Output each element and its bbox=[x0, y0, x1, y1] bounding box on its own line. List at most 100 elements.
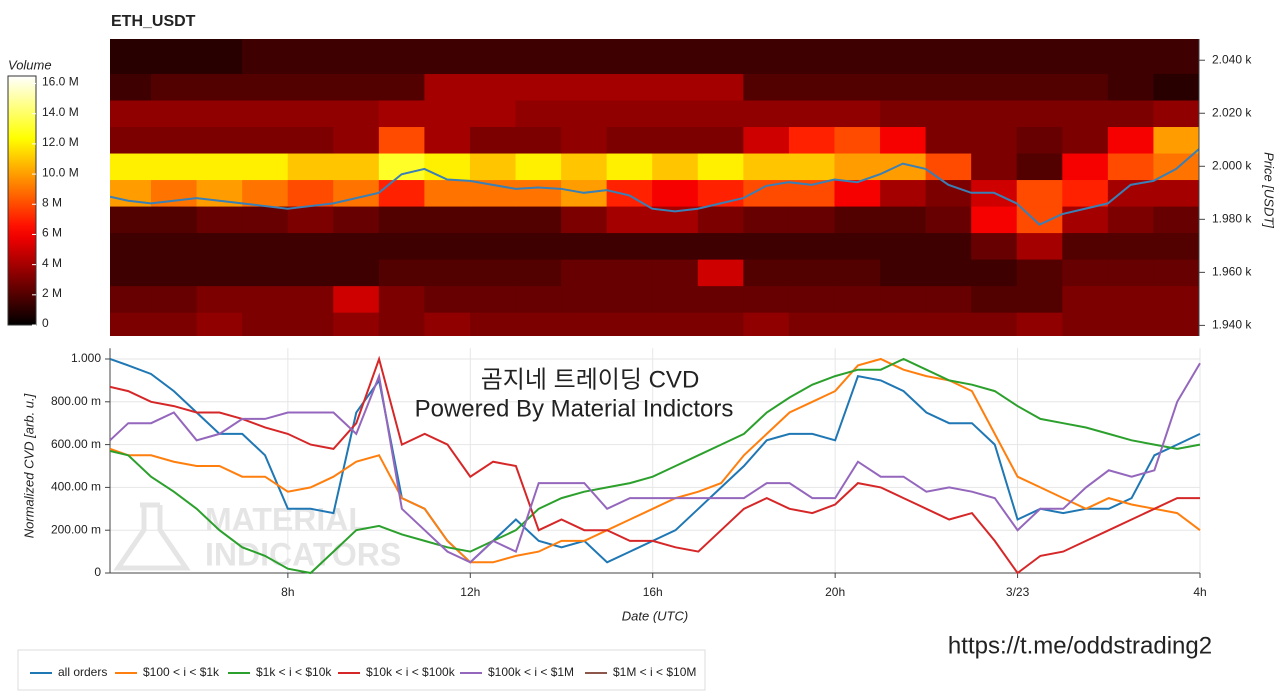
heatmap-cell bbox=[196, 153, 243, 181]
heatmap-cell bbox=[1016, 179, 1063, 207]
heatmap-cell bbox=[788, 126, 835, 154]
heatmap-cell bbox=[743, 39, 790, 74]
heatmap-cell bbox=[788, 232, 835, 260]
y-tick-label: 200.00 m bbox=[51, 522, 101, 536]
heatmap-cell bbox=[1062, 179, 1109, 207]
heatmap-cell bbox=[1107, 153, 1154, 181]
heatmap-cell bbox=[151, 232, 198, 260]
heatmap-cell bbox=[242, 232, 289, 260]
heatmap-cell bbox=[1016, 153, 1063, 181]
heatmap-cell bbox=[925, 179, 972, 207]
heatmap-cell bbox=[196, 285, 243, 313]
heatmap-cell bbox=[652, 312, 699, 336]
heatmap-cell bbox=[971, 73, 1018, 101]
heatmap-cell bbox=[196, 206, 243, 234]
heatmap-cell bbox=[652, 126, 699, 154]
heatmap-cell bbox=[424, 232, 471, 260]
heatmap-cell bbox=[834, 312, 881, 336]
footer-link[interactable]: https://t.me/oddstrading2 bbox=[948, 632, 1212, 659]
heatmap-cell bbox=[515, 206, 562, 234]
watermark-text: INDICATORS bbox=[205, 536, 401, 572]
heatmap-cell bbox=[1016, 126, 1063, 154]
heatmap-cell bbox=[788, 206, 835, 234]
heatmap-cell bbox=[1062, 206, 1109, 234]
annotation: 곰지네 트레이딩 CVD bbox=[481, 366, 700, 393]
heatmap-cell bbox=[333, 259, 380, 287]
y-tick-label: 800.00 m bbox=[51, 394, 101, 408]
heatmap-cell bbox=[971, 126, 1018, 154]
heatmap-cell bbox=[697, 126, 744, 154]
y-tick-label: 1.000 bbox=[71, 351, 101, 365]
heatmap-cell bbox=[196, 73, 243, 101]
heatmap-cell bbox=[1153, 99, 1199, 128]
heatmap-cell bbox=[880, 99, 927, 128]
heatmap-cell bbox=[834, 99, 881, 128]
heatmap-cell bbox=[880, 206, 927, 234]
heatmap-cell bbox=[378, 285, 425, 313]
heatmap-cell bbox=[110, 126, 152, 154]
colorbar-tick-label: 2 M bbox=[42, 286, 62, 300]
chart-title: ETH_USDT bbox=[111, 13, 196, 30]
heatmap-cell bbox=[697, 153, 744, 181]
heatmap-cell bbox=[151, 99, 198, 128]
heatmap-cell bbox=[110, 206, 152, 234]
heatmap-cell bbox=[378, 39, 425, 74]
heatmap-cell bbox=[788, 153, 835, 181]
heatmap-cell bbox=[1153, 153, 1199, 181]
heatmap-cell bbox=[1062, 39, 1109, 74]
heatmap-cell bbox=[925, 39, 972, 74]
heatmap-cell bbox=[606, 73, 653, 101]
colorbar-tick-label: 6 M bbox=[42, 226, 62, 240]
heatmap-cell bbox=[151, 312, 198, 336]
y-tick-label: 2.020 k bbox=[1212, 105, 1252, 119]
colorbar bbox=[7, 75, 37, 326]
heatmap-cell bbox=[606, 206, 653, 234]
heatmap-cell bbox=[561, 153, 608, 181]
heatmap-cell bbox=[925, 285, 972, 313]
heatmap-cell bbox=[697, 206, 744, 234]
legend-label: $100 < i < $1k bbox=[143, 665, 220, 679]
heatmap-cell bbox=[515, 179, 562, 207]
colorbar-tick-label: 8 M bbox=[42, 195, 62, 209]
heatmap-cell bbox=[242, 99, 289, 128]
heatmap-cell bbox=[424, 259, 471, 287]
heatmap-cell bbox=[743, 99, 790, 128]
heatmap-cell bbox=[333, 126, 380, 154]
price-line bbox=[110, 148, 1199, 226]
heatmap-cell bbox=[1016, 99, 1063, 128]
heatmap-cell bbox=[287, 206, 334, 234]
heatmap-cell bbox=[333, 73, 380, 101]
heatmap-cell bbox=[788, 259, 835, 287]
heatmap-cell bbox=[606, 99, 653, 128]
heatmap-cell bbox=[378, 232, 425, 260]
heatmap-cell bbox=[424, 312, 471, 336]
heatmap-cell bbox=[561, 285, 608, 313]
heatmap-cell bbox=[151, 39, 198, 74]
heatmap-cell bbox=[743, 73, 790, 101]
heatmap-cell bbox=[110, 99, 152, 128]
heatmap-cell bbox=[1107, 312, 1154, 336]
colorbar-tick-label: 0 bbox=[42, 316, 49, 330]
heatmap-cell bbox=[287, 126, 334, 154]
heatmap-cell bbox=[971, 39, 1018, 74]
heatmap-cell bbox=[788, 73, 835, 101]
series-line bbox=[110, 357, 1201, 575]
heatmap-cell bbox=[1153, 312, 1199, 336]
y-tick-label: 2.040 k bbox=[1212, 52, 1252, 66]
heatmap-cell bbox=[110, 232, 152, 260]
heatmap-cell bbox=[880, 73, 927, 101]
heatmap-cell bbox=[1016, 73, 1063, 101]
y-tick-label: 600.00 m bbox=[51, 437, 101, 451]
heatmap-cell bbox=[1062, 99, 1109, 128]
y-axis-label: Price [USDT] bbox=[1262, 152, 1277, 228]
heatmap-cell bbox=[561, 126, 608, 154]
heatmap-cell bbox=[515, 99, 562, 128]
heatmap-cell bbox=[1016, 232, 1063, 260]
heatmap-cell bbox=[925, 206, 972, 234]
y-tick-label: 1.940 k bbox=[1212, 318, 1252, 332]
heatmap-cell bbox=[469, 312, 517, 336]
heatmap-cell bbox=[515, 39, 562, 74]
heatmap-cell bbox=[424, 99, 471, 128]
heatmap-cell bbox=[697, 99, 744, 128]
heatmap-cell bbox=[697, 259, 744, 287]
